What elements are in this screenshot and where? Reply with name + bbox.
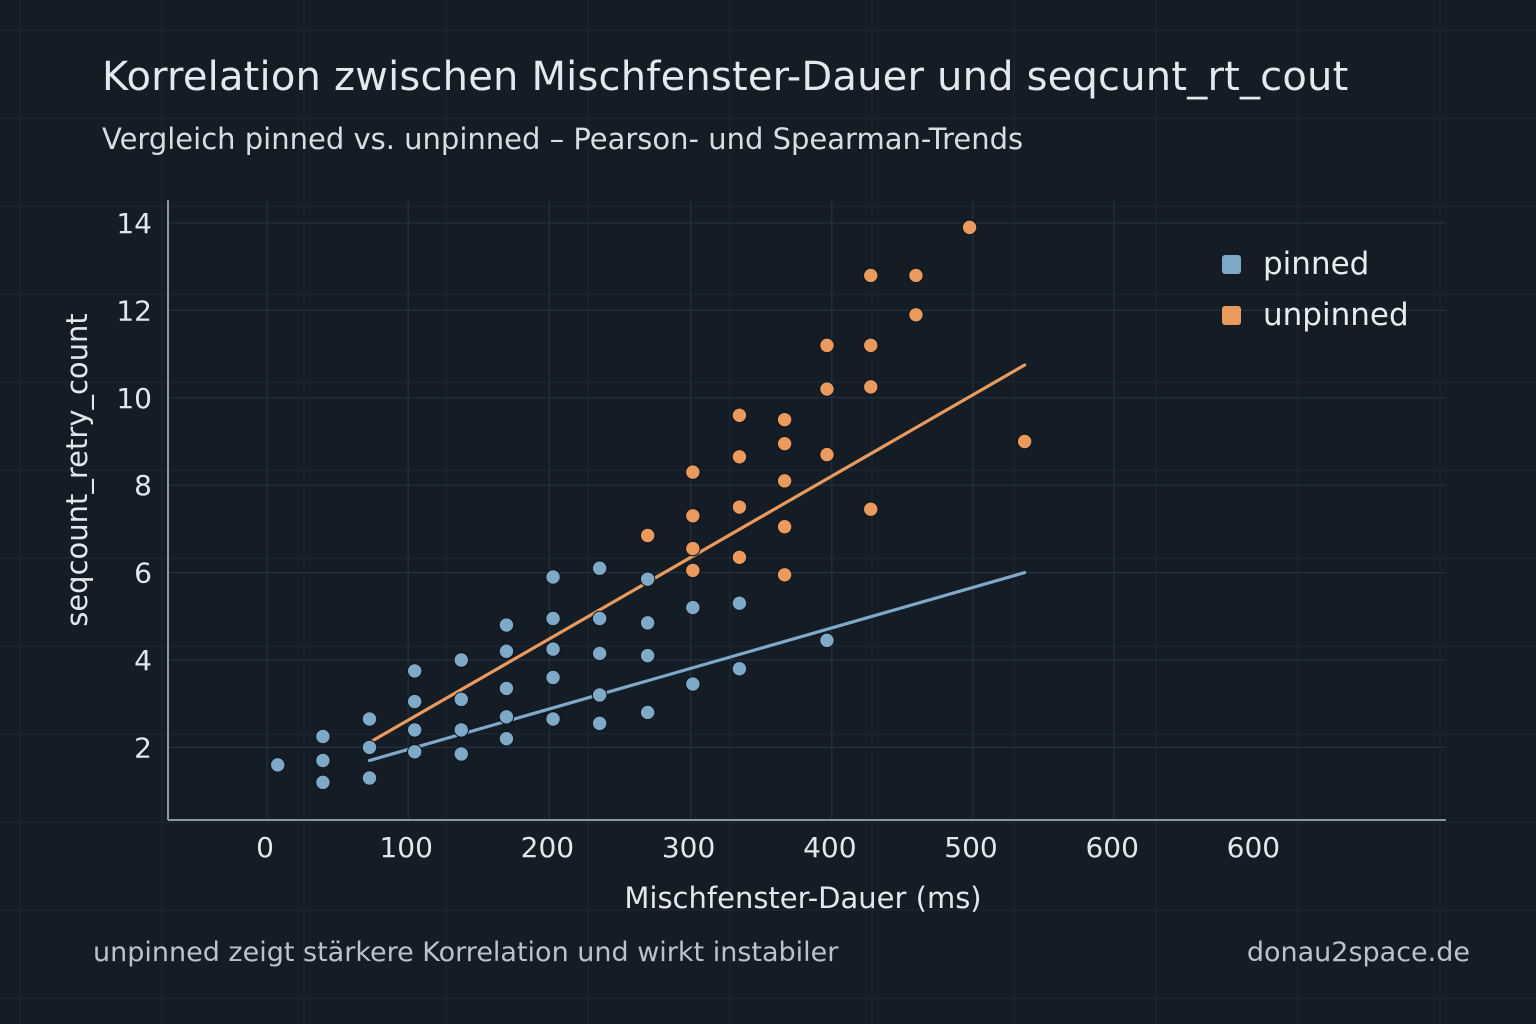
point-pinned (498, 730, 515, 747)
x-tick-label: 100 (379, 831, 432, 864)
point-pinned (545, 711, 561, 727)
point-pinned (406, 744, 423, 760)
footer-brand: donau2space.de (1246, 937, 1470, 968)
point-unpinned (639, 527, 656, 544)
point-unpinned (863, 267, 879, 284)
point-pinned (453, 691, 469, 708)
point-pinned (453, 652, 469, 668)
point-unpinned (731, 499, 748, 515)
point-pinned (685, 599, 701, 616)
point-unpinned (819, 446, 835, 463)
point-unpinned (908, 307, 924, 323)
legend-label-unpinned: unpinned (1263, 297, 1409, 333)
point-unpinned (731, 407, 748, 423)
point-unpinned (776, 411, 793, 428)
x-tick-label: 300 (662, 831, 715, 864)
x-tick-label: 200 (521, 831, 574, 864)
chart-title: Korrelation zwischen Mischfenster-Dauer … (102, 54, 1349, 100)
y-tick-label: 8 (134, 469, 152, 502)
point-unpinned (731, 449, 748, 465)
y-tick-label: 14 (116, 207, 152, 240)
point-pinned (545, 610, 561, 627)
data-points (270, 219, 1033, 791)
x-tick-label: 0 (256, 831, 274, 864)
y-tick-labels: 2 4 6 8 10 12 14 (116, 207, 152, 764)
point-pinned (639, 704, 656, 721)
point-pinned (639, 571, 656, 587)
point-unpinned (685, 464, 701, 480)
y-tick-label: 6 (134, 557, 152, 590)
point-unpinned (685, 540, 701, 557)
point-pinned (406, 722, 423, 738)
point-pinned (731, 595, 748, 611)
point-pinned (591, 610, 608, 627)
point-unpinned (776, 519, 793, 535)
point-pinned (361, 770, 378, 786)
point-unpinned (776, 567, 793, 583)
point-unpinned (819, 381, 835, 397)
point-pinned (639, 647, 656, 664)
point-pinned (453, 746, 469, 762)
point-pinned (591, 560, 608, 576)
point-unpinned (1016, 433, 1033, 450)
point-pinned (361, 711, 378, 727)
point-unpinned (776, 435, 793, 452)
point-unpinned (863, 379, 879, 395)
point-pinned (498, 680, 515, 697)
point-unpinned (819, 337, 835, 354)
point-unpinned (685, 508, 701, 524)
legend-label-pinned: pinned (1263, 246, 1369, 282)
plot-grid (167, 200, 1446, 820)
footer-note: unpinned zeigt stärkere Korrelation und … (93, 937, 839, 968)
x-tick-label: 400 (803, 831, 856, 864)
point-pinned (315, 752, 331, 769)
point-unpinned (776, 473, 793, 489)
y-axis-title: seqcount_retry_count (60, 313, 94, 627)
x-tick-label: 500 (944, 831, 997, 864)
x-tick-label: 600 (1085, 831, 1138, 864)
point-pinned (315, 774, 331, 791)
y-tick-label: 4 (134, 644, 152, 677)
point-pinned (545, 569, 561, 585)
y-tick-label: 12 (116, 294, 152, 327)
point-pinned (406, 663, 423, 679)
point-pinned (406, 693, 423, 710)
point-unpinned (908, 267, 924, 284)
point-pinned (591, 687, 608, 703)
legend: pinned unpinned (1222, 246, 1409, 333)
y-tick-label: 2 (134, 731, 152, 764)
legend-swatch-pinned (1222, 255, 1241, 274)
point-pinned (498, 617, 515, 633)
point-pinned (591, 715, 608, 732)
axes (167, 200, 1446, 821)
x-tick-label: 600 (1227, 831, 1280, 864)
point-pinned (731, 661, 748, 677)
point-unpinned (731, 549, 748, 566)
point-unpinned (961, 219, 978, 236)
trend-line-pinned (367, 570, 1027, 763)
legend-swatch-unpinned (1222, 306, 1241, 325)
point-unpinned (863, 337, 879, 354)
point-pinned (685, 676, 701, 692)
point-pinned (270, 757, 286, 773)
point-unpinned (863, 501, 879, 517)
point-pinned (315, 728, 331, 745)
x-axis-title: Mischfenster-Dauer (ms) (624, 881, 981, 915)
point-pinned (545, 641, 561, 657)
point-pinned (453, 722, 469, 738)
point-pinned (819, 632, 835, 649)
point-pinned (498, 643, 515, 659)
point-unpinned (685, 562, 701, 579)
y-tick-label: 10 (116, 382, 152, 415)
point-pinned (498, 709, 515, 725)
chart-subtitle: Vergleich pinned vs. unpinned – Pearson-… (102, 122, 1024, 156)
point-pinned (545, 669, 561, 686)
point-pinned (639, 615, 656, 631)
point-pinned (591, 645, 608, 662)
point-pinned (361, 739, 378, 756)
x-tick-labels: 0 100 200 300 400 500 600 600 (256, 831, 1280, 864)
